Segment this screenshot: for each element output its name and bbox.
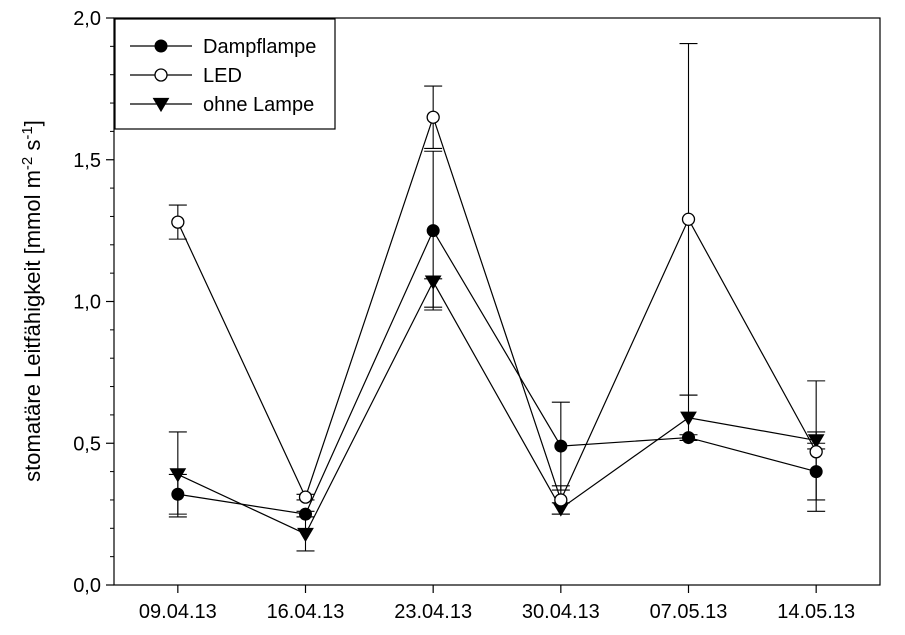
x-tick-label: 30.04.13: [522, 601, 600, 623]
x-tick-label: 14.05.13: [777, 601, 855, 623]
data-point: [297, 527, 314, 543]
data-point: [809, 465, 823, 479]
legend: Dampflampe LED ohne Lampe: [114, 18, 336, 130]
series-line: [177, 280, 817, 535]
legend-label: Dampflampe: [203, 36, 316, 58]
data-point: [154, 68, 168, 82]
data-point: [680, 411, 697, 426]
data-point: [171, 487, 185, 501]
markers-led: [171, 110, 823, 507]
data-point: [809, 445, 823, 459]
data-point: [299, 507, 312, 521]
data-point: [426, 110, 440, 124]
x-tick-label: 09.04.13: [139, 601, 217, 623]
data-point: [152, 97, 170, 113]
series-line: [177, 115, 817, 502]
y-axis-label-exp2: -1: [19, 126, 36, 139]
data-point: [154, 39, 168, 53]
data-point: [298, 490, 313, 504]
x-tick-label: 16.04.13: [267, 601, 345, 623]
data-point: [682, 431, 695, 445]
markers-ohne-lampe: [169, 275, 825, 543]
x-tick-label: 07.05.13: [650, 601, 728, 623]
data-point: [807, 434, 825, 449]
markers-dampflampe: [171, 224, 823, 521]
y-tick-label: 1,0: [73, 292, 101, 314]
y-tick-label: 2,0: [73, 8, 101, 30]
x-tick-label: 23.04.13: [394, 601, 472, 623]
legend-label: LED: [203, 65, 242, 87]
data-point: [554, 493, 568, 507]
legend-label: ohne Lampe: [203, 94, 314, 116]
y-axis-label-exp1: -2: [19, 157, 36, 170]
axes: 0,0 0,5 1,0 1,5 2,0 09.04.13 16.04.13 23.04.13 3…: [73, 8, 881, 623]
y-tick-label: 0,5: [73, 433, 101, 455]
data-point: [554, 439, 568, 453]
data-point: [681, 212, 696, 226]
y-axis-label-end: ]: [20, 120, 45, 126]
y-axis-label-main: stomatäre Leitfähigkeit [mmol m: [20, 170, 45, 482]
data-point: [426, 224, 440, 238]
y-axis-label-mid: s: [20, 140, 45, 157]
data-point: [424, 275, 442, 290]
series-dampflampe: [168, 150, 826, 518]
series-line: [177, 229, 817, 515]
y-tick-label: 1,5: [73, 150, 101, 172]
data-point: [169, 468, 187, 483]
series-layer: [168, 42, 826, 552]
data-point: [171, 215, 185, 229]
y-tick-label: 0,0: [73, 575, 101, 597]
legend-box: [114, 18, 336, 130]
y-axis-label: stomatäre Leitfähigkeit [mmol m-2 s-1]: [19, 120, 45, 482]
